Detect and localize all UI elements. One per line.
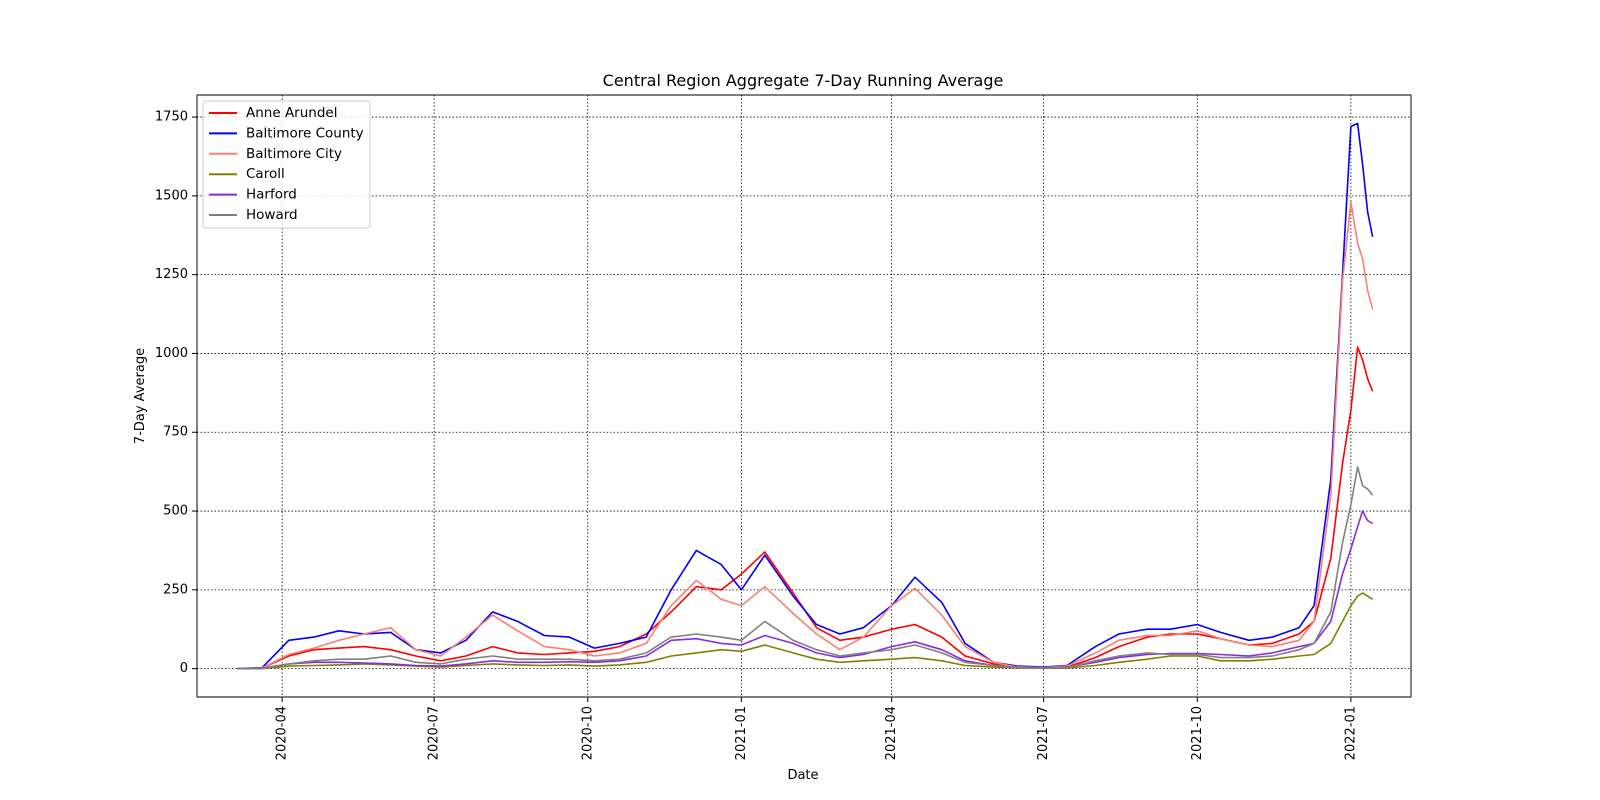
legend-label: Harford: [246, 187, 297, 203]
series-line-harford: [237, 510, 1374, 670]
x-axis: 2020-04 2020-07 2020-10 2021-01 2021-04 2021-…: [275, 697, 1358, 760]
x-tick-label: 2021-10: [1190, 706, 1205, 760]
y-tick-label: 1250: [155, 267, 188, 282]
y-axis-label: 7-Day Average: [133, 348, 148, 444]
legend-label: Anne Arundel: [246, 105, 337, 121]
y-axis: 0 250 500 750 1000 1250 1500 1750: [155, 110, 197, 676]
chart-title: Central Region Aggregate 7-Day Running A…: [603, 71, 1004, 90]
y-tick-label: 1000: [155, 346, 188, 361]
x-tick-label: 2020-04: [275, 706, 290, 760]
plot-area-frame: [196, 94, 1412, 698]
x-tick-label: 2021-04: [884, 706, 899, 760]
legend-label: Baltimore County: [246, 125, 364, 141]
y-tick-label: 1750: [155, 110, 188, 125]
legend: Anne Arundel Baltimore County Baltimore Ci…: [202, 100, 371, 229]
x-tick-label: 2022-01: [1343, 706, 1358, 760]
y-tick-label: 750: [163, 425, 188, 440]
x-tick-label: 2020-10: [580, 706, 595, 760]
x-tick-label: 2021-01: [734, 706, 749, 760]
series-line-caroll: [237, 592, 1374, 670]
x-axis-label: Date: [787, 768, 818, 783]
x-tick-label: 2020-07: [427, 706, 442, 760]
y-tick-label: 500: [163, 504, 188, 519]
legend-label: Caroll: [246, 166, 285, 182]
legend-frame: [202, 100, 371, 229]
y-tick-label: 0: [180, 661, 188, 676]
legend-label: Baltimore City: [246, 146, 342, 162]
y-tick-label: 1500: [155, 188, 188, 203]
legend-label: Howard: [246, 207, 298, 223]
y-tick-label: 250: [163, 582, 188, 597]
series-line-howard: [237, 466, 1374, 670]
series-line-baltimore-city: [237, 201, 1374, 670]
grid: [197, 95, 1411, 697]
x-tick-label: 2021-07: [1036, 706, 1051, 760]
plot-series: [237, 122, 1374, 670]
